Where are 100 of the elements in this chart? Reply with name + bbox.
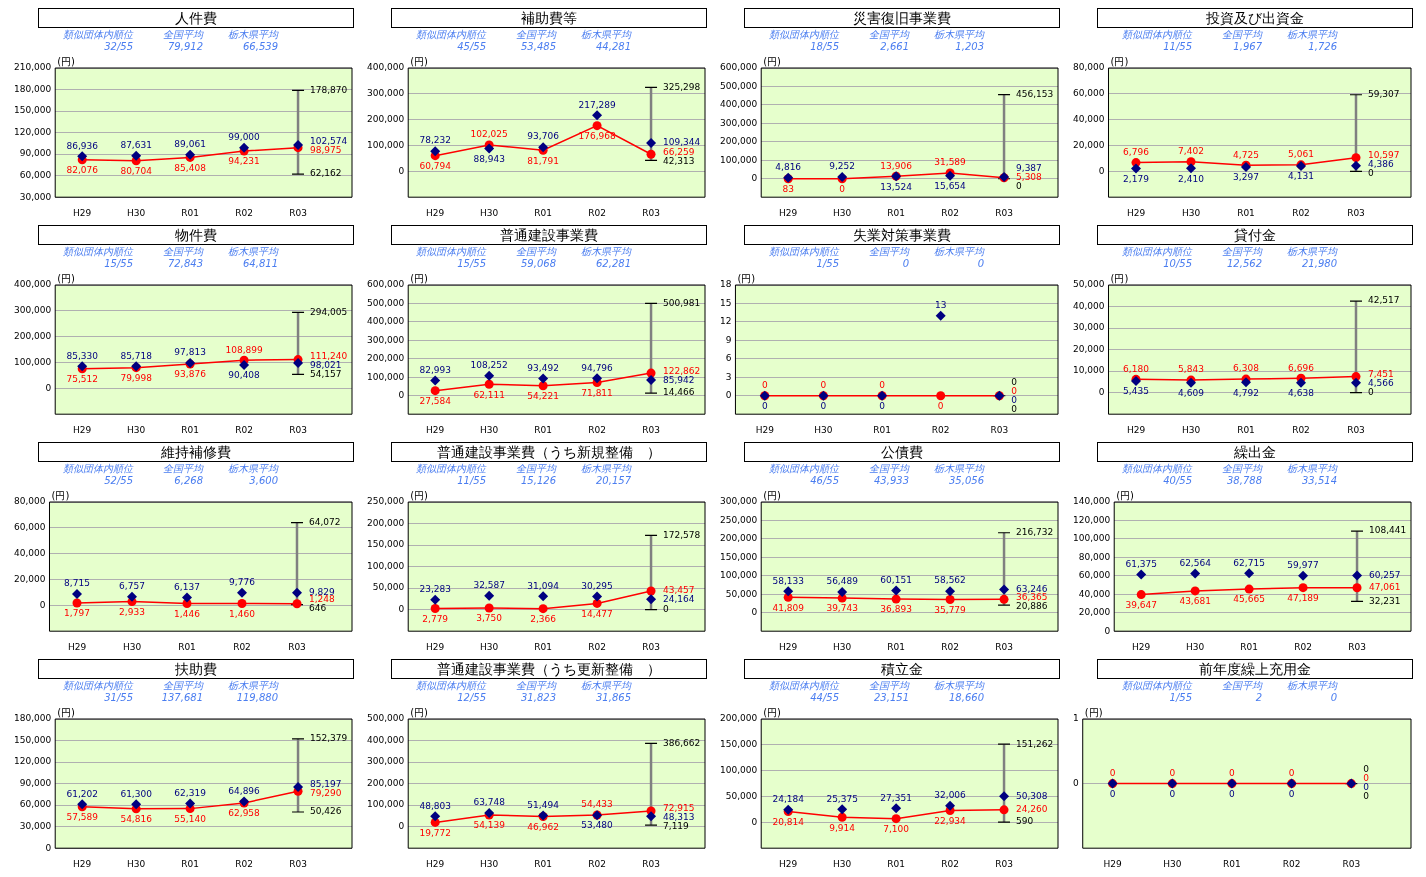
- data-label: 0: [937, 401, 944, 412]
- y-tick-label: 50,000: [1072, 279, 1105, 290]
- text: 12,562: [1226, 258, 1262, 270]
- x-tick-label: H30: [833, 858, 852, 869]
- y-tick-label: 20,000: [1078, 607, 1111, 618]
- data-label: 94,231: [228, 156, 260, 167]
- x-tick-label: R01: [534, 207, 552, 218]
- x-tick-label: R03: [1348, 641, 1366, 652]
- data-label: 0: [1288, 767, 1295, 778]
- data-label: 14,477: [581, 608, 613, 619]
- data-label: 78,232: [419, 135, 451, 146]
- data-label: 2,179: [1123, 173, 1150, 184]
- x-tick-label: H30: [814, 424, 833, 435]
- y-tick-label: 0: [751, 607, 758, 618]
- text: 全国平均: [1221, 680, 1262, 692]
- annotation: 0: [1363, 791, 1370, 802]
- data-label: 109,344: [663, 137, 701, 148]
- data-label: 59,977: [1287, 560, 1319, 571]
- text: 33,514: [1301, 475, 1337, 487]
- data-label: 31,589: [934, 157, 967, 168]
- y-axis-title: (円): [763, 55, 782, 67]
- chart-title: 積立金: [744, 659, 1060, 679]
- y-tick-label: 0: [751, 816, 758, 827]
- x-tick-label: H29: [73, 424, 92, 435]
- x-tick-label: R03: [289, 424, 307, 435]
- x-tick-label: R01: [534, 858, 552, 869]
- chart-title: 失業対策事業費: [744, 225, 1060, 245]
- data-label: 98,021: [310, 360, 342, 371]
- text: 類似団体内順位: [768, 246, 839, 258]
- data-label: 0: [1229, 788, 1236, 799]
- data-label: 94,796: [581, 362, 614, 373]
- data-label: 0: [1229, 767, 1236, 778]
- y-tick-label: 40,000: [1078, 588, 1111, 599]
- data-label: 0: [1169, 788, 1176, 799]
- y-axis-title: (円): [410, 55, 429, 67]
- text: 1,967: [1232, 41, 1262, 53]
- text: 1/55: [815, 258, 839, 270]
- data-label: 82,993: [419, 364, 451, 375]
- data-label: 30,295: [581, 580, 613, 591]
- data-label: 6,180: [1123, 363, 1150, 374]
- text: 全国平均: [1221, 29, 1262, 41]
- x-tick-label: R02: [941, 207, 959, 218]
- x-tick-label: R02: [1292, 424, 1310, 435]
- y-tick-label: 0: [1098, 165, 1105, 176]
- data-label: 4,566: [1368, 378, 1395, 389]
- text: 類似団体内順位: [768, 680, 839, 692]
- annotation: 500,981: [663, 297, 701, 308]
- x-tick-label: R02: [235, 424, 253, 435]
- annotation: 54,157: [310, 369, 342, 380]
- text: 31,823: [520, 692, 556, 704]
- y-tick-label: 120,000: [14, 126, 52, 137]
- x-tick-label: R03: [289, 207, 307, 218]
- y-tick-label: 20,000: [13, 573, 46, 584]
- text: 栃木県平均: [933, 463, 984, 475]
- data-label: 6,696: [1288, 362, 1315, 373]
- data-label: 0: [820, 401, 827, 412]
- text: 全国平均: [868, 463, 909, 475]
- data-label: 43,681: [1179, 596, 1211, 607]
- data-label: 108,252: [470, 360, 508, 371]
- data-label: 54,221: [527, 391, 559, 402]
- data-label: 4,386: [1368, 159, 1395, 170]
- data-label: 39,743: [826, 603, 858, 614]
- data-label: 2,366: [530, 613, 557, 624]
- text: 栃木県平均: [1286, 246, 1337, 258]
- text: 137,681: [160, 692, 203, 704]
- text: 23,151: [873, 692, 909, 704]
- y-axis-title: (円): [763, 706, 782, 718]
- x-tick-label: H29: [426, 424, 445, 435]
- text: 類似団体内順位: [62, 246, 133, 258]
- data-label: 2,933: [119, 606, 145, 617]
- data-label: 6,308: [1233, 363, 1260, 374]
- data-label: 1,797: [64, 608, 90, 619]
- data-label: 13,906: [880, 160, 913, 171]
- annotation: 172,578: [663, 529, 701, 540]
- y-axis-title: (円): [51, 489, 70, 501]
- y-tick-label: 500,000: [720, 80, 758, 91]
- text: 全国平均: [1221, 246, 1262, 258]
- x-tick-label: R03: [642, 424, 660, 435]
- y-tick-label: 100,000: [367, 799, 405, 810]
- x-tick-label: H29: [1103, 858, 1122, 869]
- data-label: 62,319: [174, 787, 207, 798]
- text: 43,933: [873, 475, 909, 487]
- data-label: 85,330: [66, 350, 99, 361]
- data-label: 31,094: [527, 580, 560, 591]
- text: 0: [1329, 692, 1337, 704]
- y-tick-label: 0: [45, 382, 52, 393]
- y-tick-label: 18: [720, 279, 732, 290]
- data-label: 24,164: [663, 593, 695, 604]
- y-tick-label: 140,000: [1073, 496, 1111, 507]
- y-tick-label: 50,000: [372, 582, 405, 593]
- y-tick-label: 0: [398, 821, 405, 832]
- x-tick-label: H30: [1181, 424, 1201, 435]
- y-tick-label: 400,000: [367, 62, 405, 73]
- y-tick-label: 90,000: [19, 148, 52, 159]
- y-tick-label: 100,000: [367, 560, 405, 571]
- x-tick-label: R02: [235, 207, 253, 218]
- x-tick-label: R03: [995, 641, 1013, 652]
- y-tick-label: 200,000: [720, 533, 758, 544]
- y-tick-label: 600,000: [720, 62, 758, 73]
- chart-title: 普通建設事業費: [391, 225, 707, 245]
